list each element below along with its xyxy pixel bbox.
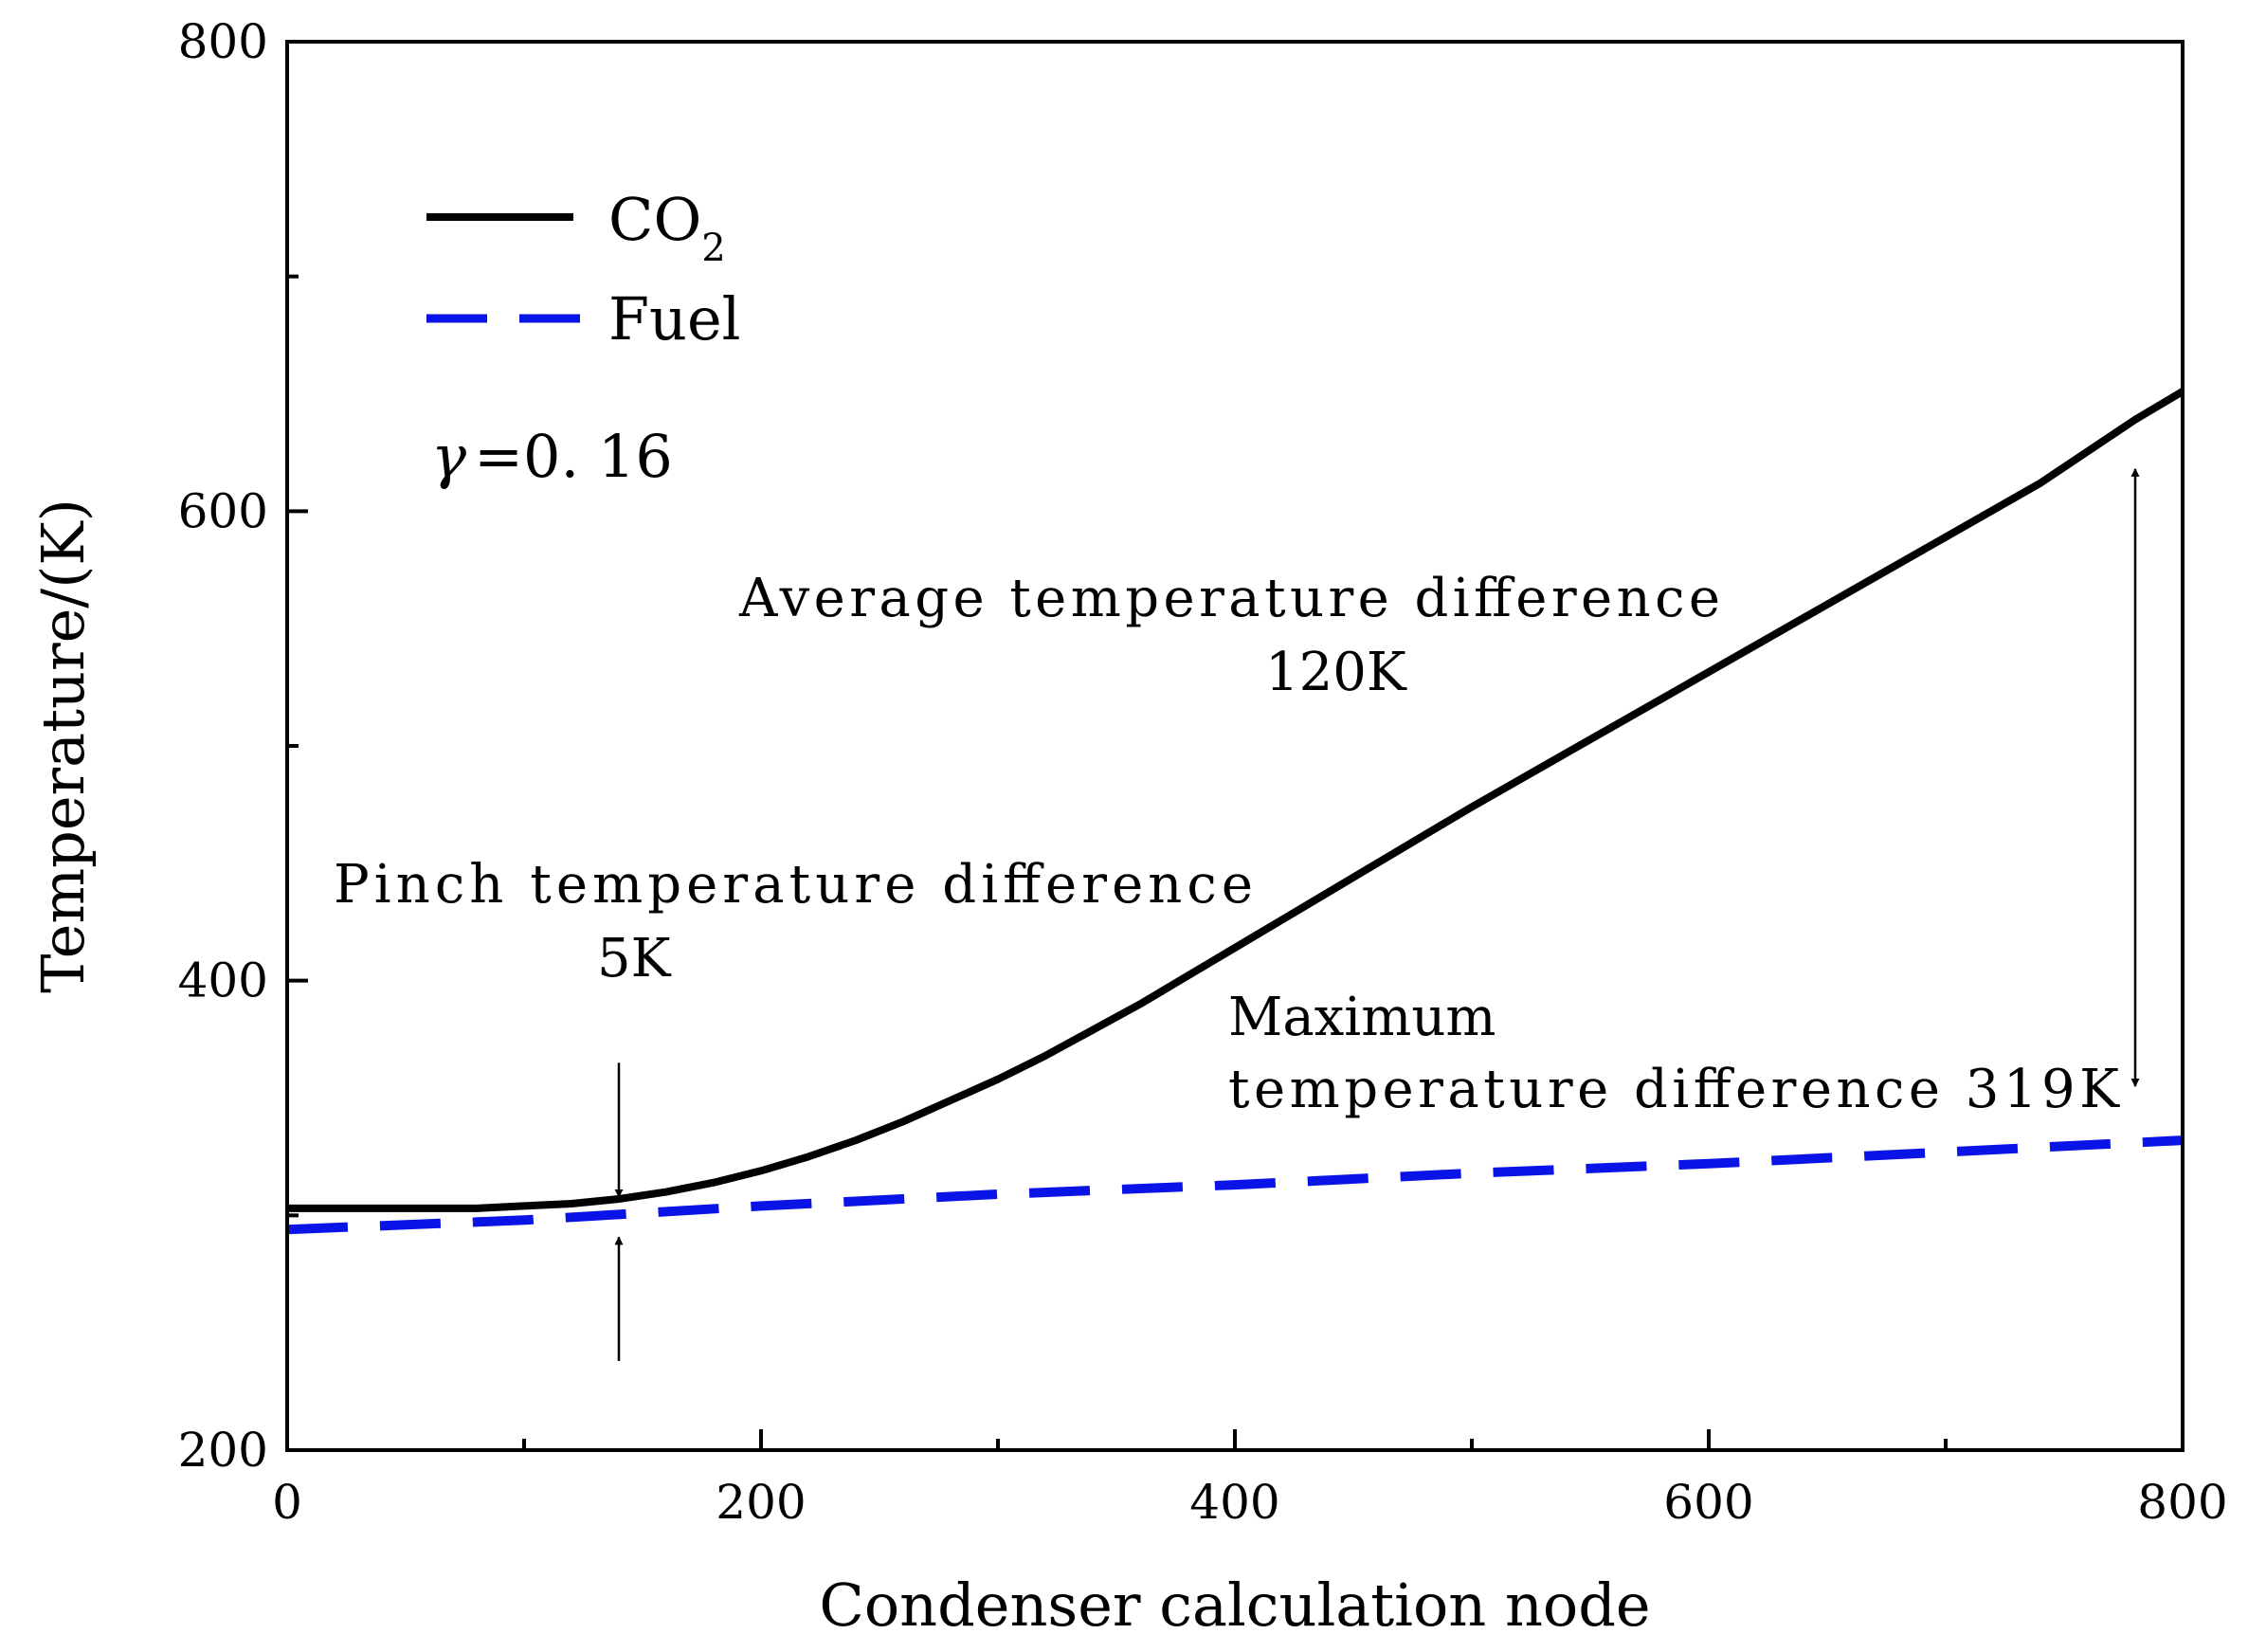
arrow-layer — [614, 467, 2140, 1361]
average-label-line2: 120K — [1265, 642, 1407, 703]
legend-co2-label: CO2 — [608, 185, 726, 270]
x-tick-label: 0 — [272, 1475, 302, 1530]
x-tick-label: 800 — [2137, 1475, 2227, 1530]
gamma-annotation: γ =0. 16 — [431, 422, 673, 491]
legend: CO2 Fuel — [426, 185, 740, 354]
pinch-label-line2: 5K — [597, 928, 672, 989]
legend-fuel-label: Fuel — [608, 284, 740, 354]
maximum-label-line1: Maximum — [1228, 987, 1496, 1048]
y-axis-title: Temperature/(K) — [28, 499, 98, 993]
plot-frame — [285, 40, 2185, 1452]
y-tick-label: 800 — [178, 14, 268, 69]
series-line-co2 — [287, 388, 2185, 1212]
y-tick-label: 200 — [178, 1423, 268, 1478]
series-layer — [286, 388, 2185, 1235]
axis-ticks — [285, 40, 2185, 1452]
x-tick-label: 200 — [716, 1475, 806, 1530]
average-label-line1: Average temperature difference — [738, 568, 1720, 629]
y-tick-label: 400 — [178, 953, 268, 1008]
pinch-label-line1: Pinch temperature difference — [334, 854, 1253, 916]
x-tick-label: 600 — [1663, 1475, 1753, 1530]
series-line-fuel — [286, 1135, 2184, 1235]
maximum-label-line2: temperature difference 319K — [1228, 1059, 2120, 1120]
x-axis-title: Condenser calculation node — [819, 1570, 1650, 1640]
x-tick-label: 400 — [1189, 1475, 1279, 1530]
y-tick-label: 600 — [178, 483, 268, 538]
